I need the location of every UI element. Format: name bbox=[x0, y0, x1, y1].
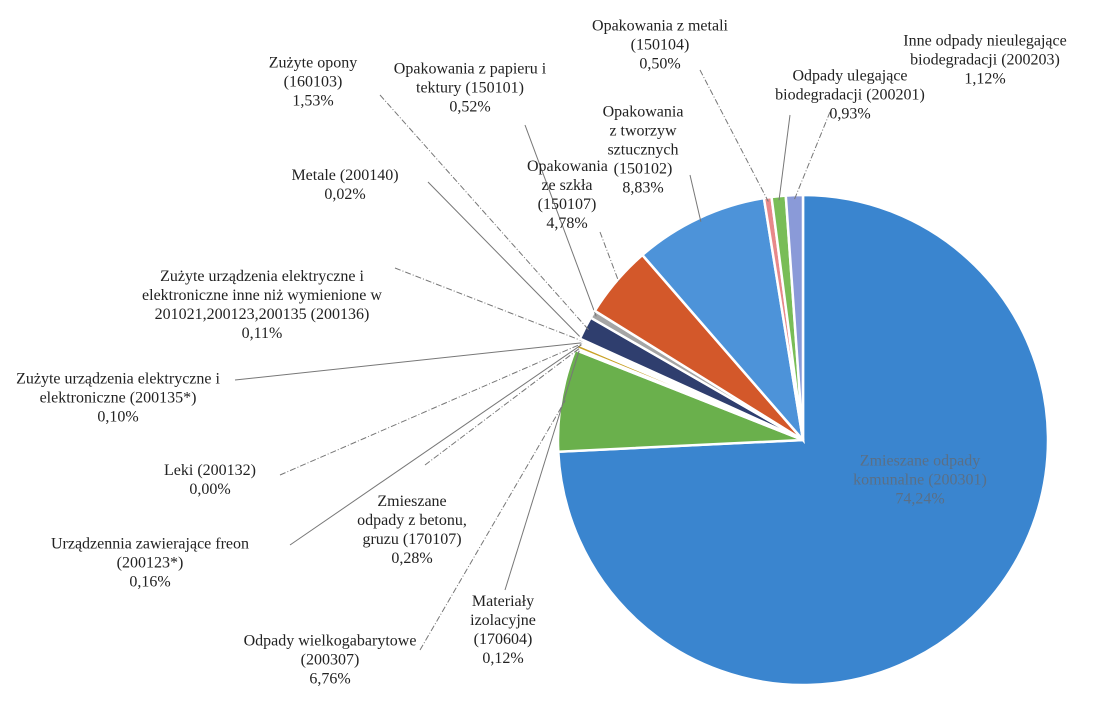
slice-label: Zużyte urządzenia elektryczne i elektron… bbox=[3, 370, 233, 427]
leader-line bbox=[234, 342, 583, 381]
slice-label: Zużyte urządzenia elektryczne i elektron… bbox=[142, 267, 382, 343]
category-name: Zmieszane odpady z betonu, gruzu (170107… bbox=[357, 493, 467, 548]
slice-label: Opakowania z metali (150104) 0,50% bbox=[570, 17, 750, 74]
leader-line bbox=[699, 69, 769, 202]
leader-line bbox=[778, 114, 791, 201]
slice-label: Opakowania ze szkła (150107) 4,78% bbox=[527, 157, 608, 233]
category-name: Opakowania z metali (150104) bbox=[592, 17, 728, 54]
leader-line bbox=[794, 111, 831, 200]
category-name: Leki (200132) bbox=[164, 462, 256, 479]
value-label: 0,52% bbox=[449, 98, 491, 116]
leader-line bbox=[394, 267, 584, 342]
value-label: 0,11% bbox=[241, 325, 283, 342]
value-label: 0,12% bbox=[482, 650, 524, 667]
slice-label: Zmieszane odpady z betonu, gruzu (170107… bbox=[357, 492, 467, 568]
value-label: 1,12% bbox=[964, 70, 1006, 88]
value-label: 4,78% bbox=[546, 215, 588, 232]
category-name: Odpady wielkogabarytowe (200307) bbox=[243, 632, 417, 669]
leader-line bbox=[689, 174, 702, 222]
slice-label: Zmieszane odpady komunalne (200301) 74,24… bbox=[830, 452, 1010, 509]
category-name: Zużyte urządzenia elektryczne i elektron… bbox=[142, 268, 382, 323]
value-label: 0,10% bbox=[97, 408, 139, 426]
category-name: Inne odpady nieulegające biodegradacji (… bbox=[903, 32, 1067, 69]
category-name: Opakowania z tworzyw sztucznych (150102) bbox=[602, 103, 684, 178]
category-name: Metale (200140) bbox=[291, 167, 399, 184]
leader-line bbox=[379, 94, 590, 331]
value-label: 1,53% bbox=[292, 92, 334, 110]
slice-label: Metale (200140) 0,02% bbox=[245, 166, 445, 204]
category-name: Zużyte urządzenia elektryczne i elektron… bbox=[16, 370, 220, 407]
leader-line bbox=[419, 400, 566, 651]
value-label: 0,28% bbox=[391, 550, 433, 567]
slice-label: Opakowania z papieru i tektury (150101) 0… bbox=[375, 60, 565, 117]
category-name: Odpady ulegające biodegradacji (200201) bbox=[775, 67, 925, 104]
category-name: Opakowania z papieru i tektury (150101) bbox=[393, 60, 547, 97]
slice-label: Odpady wielkogabarytowe (200307) 6,76% bbox=[240, 632, 420, 689]
value-label: 0,50% bbox=[639, 55, 681, 73]
category-name: Opakowania ze szkła (150107) bbox=[527, 158, 608, 213]
leader-line bbox=[427, 181, 584, 341]
category-name: Zmieszane odpady komunalne (200301) bbox=[853, 452, 987, 489]
slice-label: Zużyte opony (160103) 1,53% bbox=[248, 54, 378, 111]
slice-label: Materiały izolacyjne (170604) 0,12% bbox=[448, 592, 558, 668]
pie-slice bbox=[640, 196, 805, 445]
slice-label: Odpady ulegające biodegradacji (200201) 0… bbox=[765, 67, 935, 124]
value-label: 0,16% bbox=[129, 573, 171, 591]
value-label: 0,00% bbox=[189, 481, 231, 498]
leader-line bbox=[289, 344, 582, 546]
pie-slice bbox=[784, 193, 805, 441]
leader-line bbox=[504, 350, 580, 591]
leader-line bbox=[524, 124, 597, 317]
slice-label: Urządzennia zawierające freon (200123*) 0… bbox=[20, 535, 280, 592]
value-label: 0,93% bbox=[829, 105, 871, 123]
slice-label: Opakowania z tworzyw sztucznych (150102)… bbox=[598, 103, 688, 198]
category-name: Zużyte opony (160103) bbox=[268, 54, 358, 91]
category-name: Urządzennia zawierające freon (200123*) bbox=[50, 535, 250, 572]
value-label: 74,24% bbox=[895, 490, 945, 508]
leader-line bbox=[424, 347, 581, 466]
category-name: Materiały izolacyjne (170604) bbox=[470, 593, 536, 648]
value-label: 6,76% bbox=[309, 670, 351, 688]
value-label: 8,83% bbox=[622, 179, 664, 197]
slice-label: Inne odpady nieulegające biodegradacji (… bbox=[875, 32, 1095, 89]
leader-line bbox=[279, 342, 583, 476]
value-label: 0,02% bbox=[324, 186, 366, 203]
leader-line bbox=[599, 231, 621, 284]
slice-label: Leki (200132) 0,00% bbox=[135, 461, 285, 499]
